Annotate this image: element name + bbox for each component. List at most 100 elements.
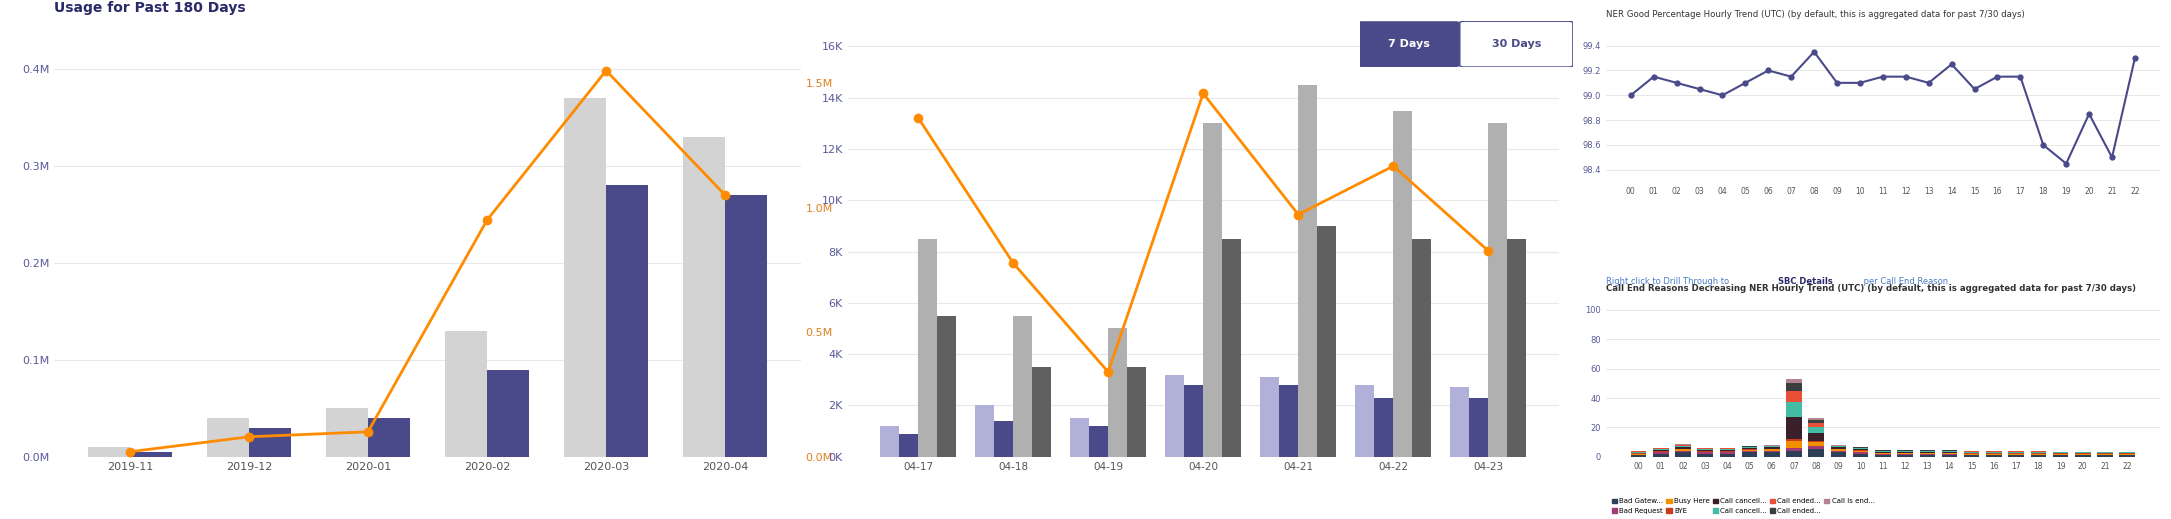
Bar bbox=[1919, 454, 1934, 455]
Bar bbox=[1676, 446, 1691, 447]
Bar bbox=[1318, 226, 1337, 457]
Bar bbox=[938, 316, 955, 457]
Bar bbox=[1652, 449, 1669, 451]
Bar bbox=[1876, 455, 1891, 457]
Bar bbox=[1741, 451, 1756, 453]
Bar bbox=[1652, 454, 1669, 457]
Bar bbox=[1259, 377, 1279, 457]
Text: per Call End Reason: per Call End Reason bbox=[1861, 278, 1947, 286]
Bar bbox=[879, 426, 899, 457]
Bar bbox=[1765, 446, 1780, 447]
Bar bbox=[1676, 451, 1691, 453]
Bar bbox=[1298, 85, 1318, 457]
Bar bbox=[2097, 455, 2112, 457]
Bar bbox=[1630, 452, 1646, 453]
Bar bbox=[1830, 448, 1845, 449]
Bar bbox=[1919, 452, 1934, 453]
Bar bbox=[1965, 452, 1980, 453]
Bar bbox=[1808, 420, 1824, 423]
Bar bbox=[1222, 239, 1242, 457]
Legend: Bad Gatew..., Bad Request, Busy Here, BYE, Call cancell..., Call cancell..., Cal: Bad Gatew..., Bad Request, Busy Here, BY… bbox=[1609, 496, 1878, 517]
FancyBboxPatch shape bbox=[1357, 21, 1459, 67]
Bar bbox=[1787, 391, 1802, 402]
Bar bbox=[1986, 452, 2002, 453]
Text: NER Good Percentage Hourly Trend (UTC) (by default, this is aggregated data for : NER Good Percentage Hourly Trend (UTC) (… bbox=[1607, 9, 2023, 19]
Bar bbox=[1808, 441, 1824, 442]
Bar bbox=[1203, 124, 1222, 457]
Bar bbox=[1876, 453, 1891, 454]
Bar bbox=[1765, 447, 1780, 448]
Bar bbox=[1183, 385, 1203, 457]
Bar bbox=[1919, 455, 1934, 457]
Bar bbox=[1876, 452, 1891, 453]
Bar bbox=[2075, 454, 2091, 455]
Bar bbox=[1741, 449, 1756, 450]
Bar bbox=[2119, 455, 2134, 457]
Bar bbox=[1808, 423, 1824, 427]
Bar bbox=[1090, 426, 1107, 457]
Bar bbox=[1787, 417, 1802, 439]
Bar bbox=[1897, 451, 1913, 452]
Bar bbox=[1719, 454, 1735, 457]
Bar bbox=[1852, 454, 1869, 457]
Bar bbox=[1698, 449, 1713, 451]
Bar bbox=[1852, 448, 1869, 449]
Bar bbox=[1127, 367, 1146, 457]
Bar bbox=[684, 137, 725, 457]
Bar bbox=[1787, 451, 1802, 457]
Bar bbox=[1787, 439, 1802, 441]
Legend: Inbound Attemptted, Inbound Connected, Outbound Attemptted, Outbound Connected, : Inbound Attemptted, Inbound Connected, O… bbox=[853, 518, 1439, 519]
Bar bbox=[1355, 385, 1374, 457]
Bar bbox=[564, 98, 606, 457]
Bar bbox=[606, 185, 647, 457]
Bar bbox=[326, 408, 369, 457]
Bar bbox=[1852, 453, 1869, 454]
Bar bbox=[1897, 452, 1913, 453]
Bar bbox=[725, 195, 766, 457]
Bar bbox=[1941, 451, 1958, 452]
Bar bbox=[1652, 453, 1669, 454]
Bar bbox=[1941, 452, 1958, 453]
Bar bbox=[89, 447, 130, 457]
Bar bbox=[1374, 398, 1394, 457]
Bar bbox=[1897, 454, 1913, 455]
Bar bbox=[1698, 452, 1713, 453]
Text: Right click to Drill Through to: Right click to Drill Through to bbox=[1607, 278, 1735, 286]
Bar bbox=[1676, 447, 1691, 448]
Bar bbox=[2119, 454, 2134, 455]
Bar bbox=[1765, 453, 1780, 457]
Bar bbox=[250, 428, 291, 457]
Bar bbox=[1897, 455, 1913, 457]
Bar bbox=[1507, 239, 1526, 457]
Bar bbox=[1808, 442, 1824, 446]
Bar bbox=[369, 418, 410, 457]
Bar bbox=[1830, 447, 1845, 448]
Bar bbox=[1719, 449, 1735, 451]
Bar bbox=[1676, 445, 1691, 446]
Bar bbox=[1741, 453, 1756, 457]
Bar bbox=[1394, 111, 1413, 457]
Bar bbox=[1765, 451, 1780, 453]
Bar bbox=[1698, 453, 1713, 454]
Bar bbox=[1014, 316, 1031, 457]
Bar bbox=[1765, 449, 1780, 451]
Bar bbox=[2008, 452, 2023, 453]
Bar bbox=[1919, 453, 1934, 454]
Bar bbox=[2075, 455, 2091, 457]
Bar bbox=[206, 418, 250, 457]
Bar bbox=[2008, 454, 2023, 455]
Bar bbox=[1986, 454, 2002, 455]
Bar bbox=[1897, 453, 1913, 454]
Bar bbox=[1787, 448, 1802, 451]
Bar bbox=[1830, 449, 1845, 451]
Bar bbox=[1986, 455, 2002, 457]
Bar bbox=[975, 405, 994, 457]
Bar bbox=[1830, 453, 1845, 457]
Bar bbox=[1941, 455, 1958, 457]
Bar bbox=[2030, 455, 2045, 457]
Bar bbox=[1630, 454, 1646, 455]
Bar bbox=[918, 239, 938, 457]
Bar bbox=[1852, 449, 1869, 450]
Bar bbox=[1719, 453, 1735, 454]
Bar bbox=[1808, 446, 1824, 449]
